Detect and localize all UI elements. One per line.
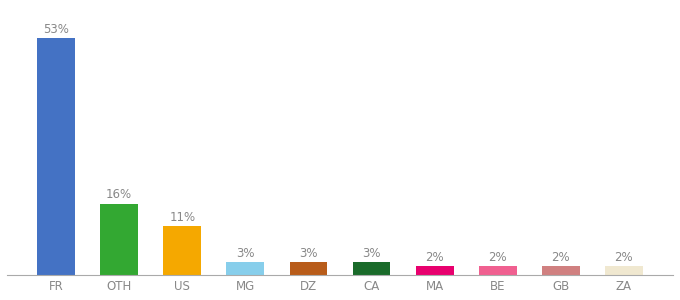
Text: 16%: 16% <box>106 188 133 201</box>
Bar <box>353 262 390 275</box>
Bar <box>605 266 643 275</box>
Text: 2%: 2% <box>425 251 444 264</box>
Bar <box>542 266 579 275</box>
Bar <box>37 38 75 275</box>
Bar <box>101 204 138 275</box>
Text: 2%: 2% <box>488 251 507 264</box>
Bar <box>163 226 201 275</box>
Text: 3%: 3% <box>236 247 254 260</box>
Bar <box>290 262 327 275</box>
Text: 11%: 11% <box>169 211 195 224</box>
Text: 3%: 3% <box>299 247 318 260</box>
Text: 53%: 53% <box>44 23 69 36</box>
Bar <box>226 262 265 275</box>
Text: 2%: 2% <box>551 251 570 264</box>
Bar <box>415 266 454 275</box>
Text: 2%: 2% <box>615 251 633 264</box>
Bar <box>479 266 517 275</box>
Text: 3%: 3% <box>362 247 381 260</box>
